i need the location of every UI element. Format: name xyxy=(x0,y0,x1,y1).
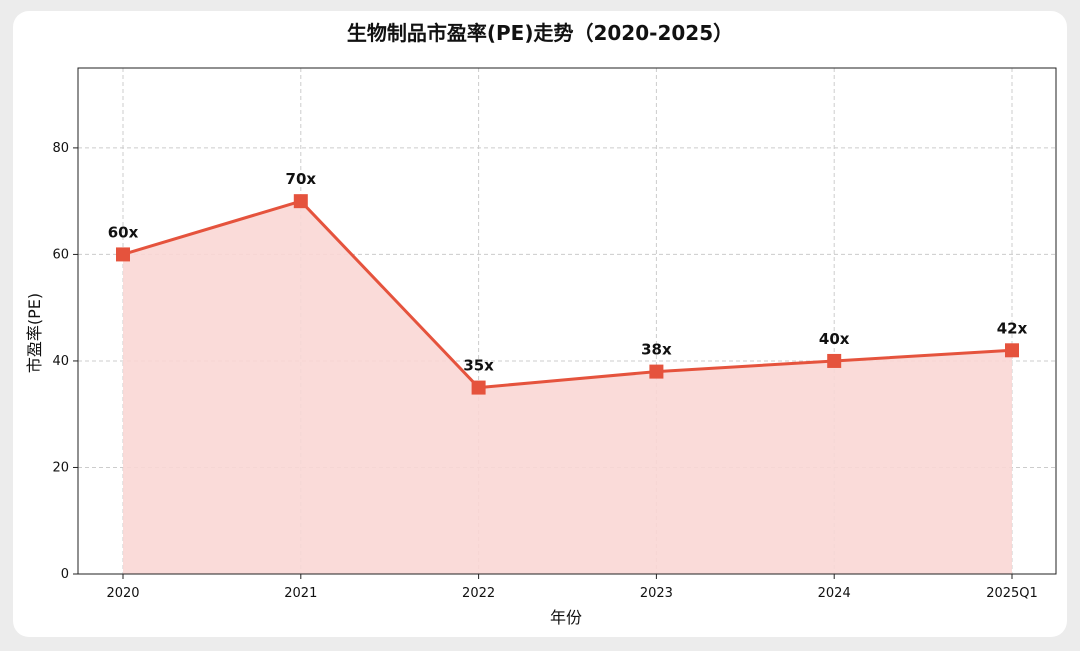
y-tick-label: 40 xyxy=(52,354,69,369)
x-tick-label: 2024 xyxy=(818,586,851,601)
y-axis-label: 市盈率(PE) xyxy=(25,293,44,373)
data-label: 40x xyxy=(819,330,850,348)
x-axis-label: 年份 xyxy=(550,608,582,627)
fill-layer xyxy=(123,201,1012,574)
chart-svg: 生物制品市盈率(PE)走势（2020-2025） 60x 70x 35x 38x 40x… xyxy=(25,21,1057,627)
chart-card: 生物制品市盈率(PE)走势（2020-2025） 60x 70x 35x 38x 40x… xyxy=(13,11,1067,637)
x-tick-label: 2023 xyxy=(640,586,673,601)
tick-layer: 0 20 40 60 80 2020 2021 2022 2023 2024 2025Q1 xyxy=(52,141,1037,601)
data-point-marker xyxy=(293,194,308,209)
data-label: 60x xyxy=(108,223,139,241)
x-tick-label: 2022 xyxy=(462,586,495,601)
y-tick-label: 0 xyxy=(61,567,69,582)
y-tick-label: 80 xyxy=(52,141,69,156)
x-tick-label: 2021 xyxy=(284,586,317,601)
chart-title: 生物制品市盈率(PE)走势（2020-2025） xyxy=(347,21,733,45)
data-label: 38x xyxy=(641,341,672,359)
series-line xyxy=(122,199,1013,390)
data-point-marker xyxy=(827,353,842,368)
marker-layer xyxy=(116,194,1019,395)
x-tick-label: 2020 xyxy=(106,586,139,601)
line-layer xyxy=(122,199,1013,390)
data-point-marker xyxy=(649,364,664,379)
label-layer: 60x 70x 35x 38x 40x 42x xyxy=(108,170,1028,374)
plot-frame xyxy=(77,67,1057,575)
data-point-marker xyxy=(1005,343,1019,358)
area-fill xyxy=(123,201,1012,574)
data-label: 70x xyxy=(286,170,317,188)
data-label: 42x xyxy=(997,319,1028,337)
x-tick-label: 2025Q1 xyxy=(986,586,1038,601)
data-point-marker xyxy=(116,247,130,262)
data-point-marker xyxy=(471,380,486,395)
y-tick-label: 20 xyxy=(52,460,69,475)
y-tick-label: 60 xyxy=(52,247,69,262)
data-label: 35x xyxy=(463,357,494,375)
